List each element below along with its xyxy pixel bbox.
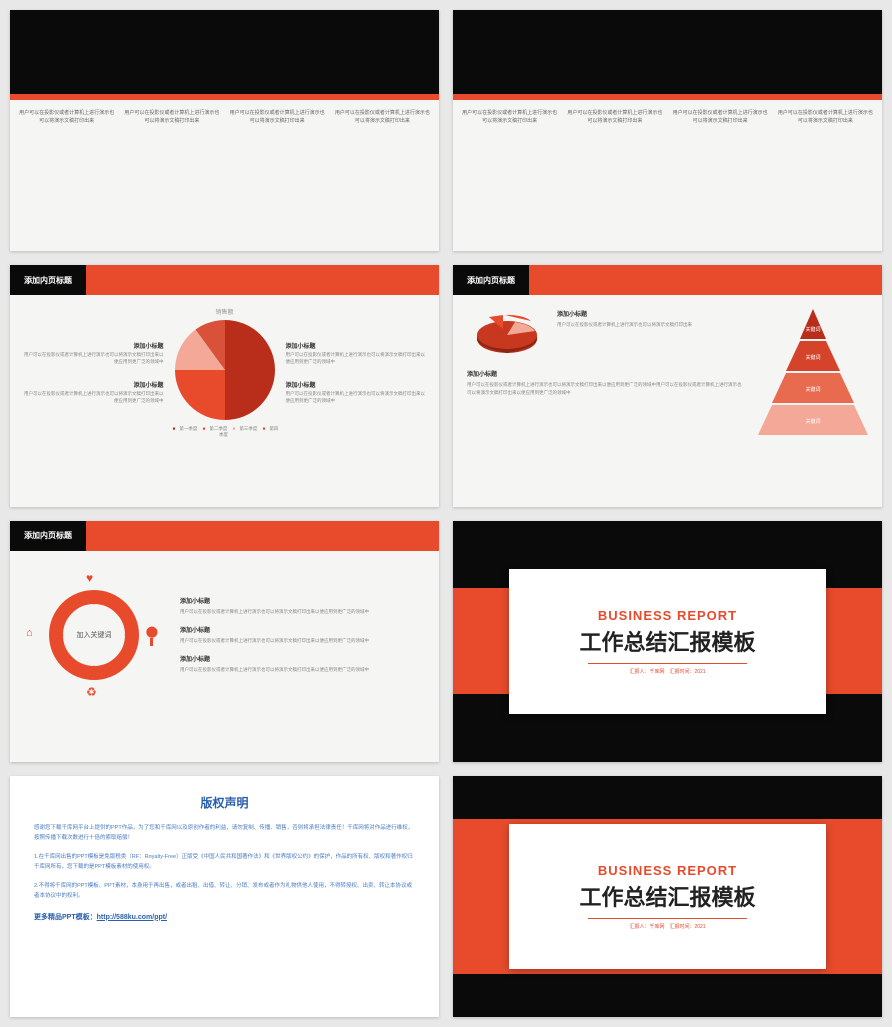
title-en: BUSINESS REPORT — [598, 608, 737, 623]
col: 用户可以在投影仪或者计算机上进行演示也可以将演示文稿打印出来 — [123, 110, 220, 241]
body-text: 用户可以在投影仪或者计算机上进行演示也可以将演示文稿打印出来以便应用到更广泛的领… — [20, 352, 164, 366]
header-title: 添加内页标题 — [10, 521, 86, 551]
copyright-link: 更多精品PPT模板：http://588ku.com/ppt/ — [34, 912, 415, 922]
body-text: 用户可以在投影仪或者计算机上进行演示也可以将演示文稿打印出来以便应用到更广泛的领… — [20, 391, 164, 405]
ppt-link[interactable]: http://588ku.com/ppt/ — [97, 914, 167, 921]
text-cols: 用户可以在投影仪或者计算机上进行演示也可以将演示文稿打印出来 用户可以在投影仪或… — [453, 100, 882, 251]
sub-heading: 添加小标题 — [557, 309, 692, 318]
divider — [588, 918, 747, 919]
slide-text-cols-1: 用户可以在投影仪或者计算机上进行演示也可以将演示文稿打印出来 用户可以在投影仪或… — [10, 10, 439, 251]
black-bottom — [453, 974, 882, 1017]
title-en: BUSINESS REPORT — [598, 863, 737, 878]
title-cn: 工作总结汇报模板 — [579, 625, 755, 657]
body-text: 用户可以在投影仪或者计算机上进行演示也可以将演示文稿打印出来以便应用到更广泛的领… — [180, 608, 425, 615]
sub-heading: 添加小标题 — [180, 625, 425, 634]
pyr-label: 关键词 — [805, 326, 820, 333]
black-top — [453, 776, 882, 819]
text-block: 添加小标题 用户可以在投影仪或者计算机上进行演示也可以将演示文稿打印出来 — [557, 309, 692, 328]
person-icon: ⬤ — [146, 625, 158, 646]
pyramid-chart: 关键词 关键词 关键词 关键词 — [758, 309, 868, 444]
col: 用户可以在投影仪或者计算机上进行演示也可以将演示文稿打印出来 — [334, 110, 431, 241]
home-icon: ⌂ — [26, 627, 33, 639]
title-card: BUSINESS REPORT 工作总结汇报模板 汇报人：千库网 汇报时间：20… — [509, 824, 826, 969]
header-title: 添加内页标题 — [453, 265, 529, 295]
text-block: 添加小标题 用户可以在投影仪或者计算机上进行演示也可以将演示文稿打印出来以便应用… — [180, 625, 425, 644]
sub-heading: 添加小标题 — [180, 654, 425, 663]
pyr-label: 关键词 — [805, 354, 820, 361]
pyr-label: 关键词 — [805, 418, 820, 425]
header-title: 添加内页标题 — [10, 265, 86, 295]
text-block: 添加小标题 用户可以在投影仪或者计算机上进行演示也可以将演示文稿打印出来以便应用… — [286, 341, 430, 366]
title-cn: 工作总结汇报模板 — [579, 880, 755, 912]
slide-header: 添加内页标题 — [10, 265, 439, 295]
body-text: 用户可以在投影仪或者计算机上进行演示也可以将演示文稿打印出来以便应用到更广泛的领… — [180, 666, 425, 673]
text-block: 添加小标题 用户可以在投影仪或者计算机上进行演示也可以将演示文稿打印出来以便应用… — [467, 369, 744, 395]
pie-title: 销售额 — [170, 307, 280, 316]
divider — [588, 663, 747, 664]
slide-header: 添加内页标题 — [10, 521, 439, 551]
copyright-p3: 2.不得将千库网的PPT模板、PPT素材，本身用于再出售，或者出租、出借、转让、… — [34, 881, 415, 902]
slide-text-cols-2: 用户可以在投影仪或者计算机上进行演示也可以将演示文稿打印出来 用户可以在投影仪或… — [453, 10, 882, 251]
sub-heading: 添加小标题 — [286, 380, 430, 389]
black-top — [453, 10, 882, 94]
copyright-p2: 1.在千库网出售的PPT模板是免版税类（RF：Royalty-Free）正版受《… — [34, 852, 415, 873]
body-text: 用户可以在投影仪或者计算机上进行演示也可以将演示文稿打印出来以便应用到更广泛的领… — [286, 391, 430, 405]
black-top — [10, 10, 439, 94]
recycle-icon: ♻ — [86, 685, 97, 699]
col: 用户可以在投影仪或者计算机上进行演示也可以将演示文稿打印出来 — [18, 110, 115, 241]
col: 用户可以在投影仪或者计算机上进行演示也可以将演示文稿打印出来 — [672, 110, 769, 241]
body-text: 用户可以在投影仪或者计算机上进行演示也可以将演示文稿打印出来以便应用到更广泛的领… — [286, 352, 430, 366]
body-text: 用户可以在投影仪或者计算机上进行演示也可以将演示文稿打印出来以便应用到更广泛的领… — [467, 381, 744, 395]
col: 用户可以在投影仪或者计算机上进行演示也可以将演示文稿打印出来 — [777, 110, 874, 241]
pie-chart: 销售额 ■第一季度 ■第二季度 ■第三季度 ■第四季度 — [170, 307, 280, 438]
sub-heading: 添加小标题 — [20, 380, 164, 389]
sub-heading: 添加小标题 — [467, 369, 744, 378]
slide-title-2: BUSINESS REPORT 工作总结汇报模板 汇报人：千库网 汇报时间：20… — [453, 776, 882, 1017]
col: 用户可以在投影仪或者计算机上进行演示也可以将演示文稿打印出来 — [566, 110, 663, 241]
slide-pyramid: 添加内页标题 — [453, 265, 882, 506]
text-block: 添加小标题 用户可以在投影仪或者计算机上进行演示也可以将演示文稿打印出来以便应用… — [20, 341, 164, 366]
col: 用户可以在投影仪或者计算机上进行演示也可以将演示文稿打印出来 — [461, 110, 558, 241]
sub-heading: 添加小标题 — [180, 596, 425, 605]
sub-heading: 添加小标题 — [286, 341, 430, 350]
slide-title-1: BUSINESS REPORT 工作总结汇报模板 汇报人：千库网 汇报时间：20… — [453, 521, 882, 762]
slide-copyright: 版权声明 感谢您下载千库网平台上提供的PPT作品，为了您和千库网以及原创作者的利… — [10, 776, 439, 1017]
text-block: 添加小标题 用户可以在投影仪或者计算机上进行演示也可以将演示文稿打印出来以便应用… — [180, 596, 425, 615]
sub-heading: 添加小标题 — [20, 341, 164, 350]
heart-icon: ♥ — [86, 571, 93, 585]
pyr-label: 关键词 — [805, 386, 820, 393]
text-block: 添加小标题 用户可以在投影仪或者计算机上进行演示也可以将演示文稿打印出来以便应用… — [180, 654, 425, 673]
copyright-p1: 感谢您下载千库网平台上提供的PPT作品，为了您和千库网以及原创作者的利益，请勿复… — [34, 823, 415, 844]
slide-ring: 添加内页标题 加入关键词 ♥ ♻ ⌂ ⬤ 添加小标题 用户可以在投影仪或者计算机… — [10, 521, 439, 762]
col: 用户可以在投影仪或者计算机上进行演示也可以将演示文稿打印出来 — [229, 110, 326, 241]
ring-diagram: 加入关键词 ♥ ♻ ⌂ ⬤ — [24, 565, 164, 705]
slide-header: 添加内页标题 — [453, 265, 882, 295]
pie-3d-icon — [467, 309, 547, 359]
pie-legend: ■第一季度 ■第二季度 ■第三季度 ■第四季度 — [170, 426, 280, 438]
body-text: 用户可以在投影仪或者计算机上进行演示也可以将演示文稿打印出来以便应用到更广泛的领… — [180, 637, 425, 644]
pie-graphic — [175, 320, 275, 420]
text-block: 添加小标题 用户可以在投影仪或者计算机上进行演示也可以将演示文稿打印出来以便应用… — [286, 380, 430, 405]
title-card: BUSINESS REPORT 工作总结汇报模板 汇报人：千库网 汇报时间：20… — [509, 569, 826, 714]
text-block: 添加小标题 用户可以在投影仪或者计算机上进行演示也可以将演示文稿打印出来以便应用… — [20, 380, 164, 405]
title-sub: 汇报人：千库网 汇报时间：2021 — [629, 668, 705, 675]
slide-pie: 添加内页标题 添加小标题 用户可以在投影仪或者计算机上进行演示也可以将演示文稿打… — [10, 265, 439, 506]
title-sub: 汇报人：千库网 汇报时间：2021 — [629, 923, 705, 930]
body-text: 用户可以在投影仪或者计算机上进行演示也可以将演示文稿打印出来 — [557, 321, 692, 328]
copyright-title: 版权声明 — [34, 794, 415, 811]
text-cols: 用户可以在投影仪或者计算机上进行演示也可以将演示文稿打印出来 用户可以在投影仪或… — [10, 100, 439, 251]
